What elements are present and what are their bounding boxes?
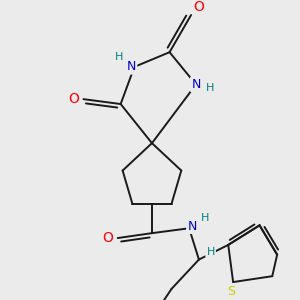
Text: H: H: [115, 52, 123, 62]
Text: S: S: [227, 285, 235, 298]
Text: H: H: [206, 83, 214, 93]
Text: O: O: [68, 92, 79, 106]
Text: N: N: [127, 60, 136, 74]
Text: O: O: [103, 231, 113, 245]
Text: N: N: [191, 78, 201, 91]
Text: N: N: [188, 220, 197, 233]
Text: H: H: [201, 214, 209, 224]
Text: O: O: [194, 0, 204, 14]
Text: H: H: [206, 247, 215, 257]
